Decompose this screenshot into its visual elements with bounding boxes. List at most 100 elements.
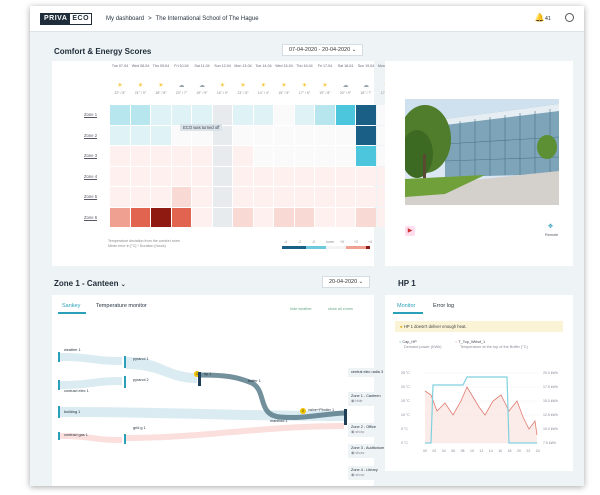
heatmap-cell[interactable] <box>253 125 273 145</box>
brand-logo[interactable]: PRIVA ECO <box>40 12 93 25</box>
heatmap-cell[interactable] <box>192 166 212 186</box>
heatmap-cell[interactable] <box>110 166 130 186</box>
heatmap-cell[interactable] <box>294 146 314 166</box>
heatmap-cell[interactable] <box>151 187 171 207</box>
heatmap-cell[interactable] <box>171 146 191 166</box>
heatmap-cell[interactable] <box>130 166 150 186</box>
breadcrumb-site[interactable]: The International School of The Hague <box>155 15 259 22</box>
heatmap-cell[interactable] <box>356 146 376 166</box>
destination-zone[interactable]: Zone 2 - Office ◉ show <box>348 423 392 437</box>
heatmap-cell[interactable] <box>151 125 171 145</box>
node-zone1[interactable] <box>344 409 347 425</box>
node-building[interactable] <box>58 406 60 418</box>
heatmap-cell[interactable] <box>233 166 253 186</box>
heatmap-cell[interactable] <box>356 105 376 125</box>
heatmap-cell[interactable] <box>130 146 150 166</box>
heatmap-cell[interactable] <box>130 105 150 125</box>
legend-cap-hp[interactable]: ○ Cap_HP Demand power (KWh) <box>399 340 442 350</box>
heatmap-cell[interactable] <box>192 187 212 207</box>
heatmap-cell[interactable] <box>110 125 130 145</box>
heatmap-cell[interactable] <box>110 187 130 207</box>
heatmap-cell[interactable] <box>212 146 232 166</box>
heatmap-cell[interactable] <box>274 166 294 186</box>
destination-toggle[interactable]: ◉ show <box>351 430 365 434</box>
destination-toggle[interactable]: ◉ hide <box>351 399 363 403</box>
heatmap-cell[interactable] <box>294 125 314 145</box>
heatmap-cell[interactable] <box>171 187 191 207</box>
heatmap-cell[interactable] <box>253 146 273 166</box>
heatmap-cell[interactable] <box>335 105 355 125</box>
heatmap-cell[interactable] <box>130 207 150 227</box>
heatmap-cell[interactable] <box>274 207 294 227</box>
heatmap-cell[interactable] <box>253 207 273 227</box>
heatmap-cell[interactable] <box>171 166 191 186</box>
heatmap-cell[interactable] <box>233 207 253 227</box>
node-contract-elec[interactable] <box>58 380 60 390</box>
heatmap-cell[interactable] <box>274 125 294 145</box>
destination-zone[interactable]: central elec radia 3 <box>348 368 392 377</box>
zone-row-label[interactable]: Zone 3 <box>84 153 98 158</box>
tab-monitor[interactable]: Monitor <box>397 303 416 309</box>
heatmap-cell[interactable] <box>130 187 150 207</box>
node-contract-gas[interactable] <box>58 432 60 440</box>
heatmap-cell[interactable] <box>233 105 253 125</box>
heatmap-cell[interactable] <box>233 187 253 207</box>
heatmap-cell[interactable] <box>110 105 130 125</box>
heatmap-cell[interactable] <box>110 207 130 227</box>
tab-sankey[interactable]: Sankey <box>62 303 81 309</box>
heatmap-cell[interactable] <box>274 146 294 166</box>
node-hp[interactable] <box>198 372 201 386</box>
heatmap-cell[interactable] <box>171 207 191 227</box>
heatmap-cell[interactable] <box>294 207 314 227</box>
comfort-date-select[interactable]: 07-04-2020 - 20-04-2020 ⌄ <box>282 44 364 56</box>
heatmap-cell[interactable] <box>233 125 253 145</box>
remote-button[interactable]: ✥ <box>548 223 553 230</box>
heatmap-cell[interactable] <box>151 166 171 186</box>
camera-play-button[interactable]: ▶ <box>405 226 415 236</box>
heatmap-cell[interactable] <box>151 146 171 166</box>
heatmap-cell[interactable] <box>192 207 212 227</box>
heatmap-cell[interactable] <box>253 166 273 186</box>
heatmap-cell[interactable] <box>356 166 376 186</box>
heatmap-cell[interactable] <box>335 207 355 227</box>
heatmap-cell[interactable] <box>274 105 294 125</box>
heatmap-cell[interactable] <box>335 187 355 207</box>
heatmap-cell[interactable] <box>315 125 335 145</box>
show-all-zones-link[interactable]: show all zones <box>328 307 353 311</box>
heatmap-cell[interactable] <box>192 105 212 125</box>
heatmap-cell[interactable] <box>212 166 232 186</box>
node-weather[interactable] <box>58 352 60 362</box>
node-pyranol-2[interactable] <box>124 376 126 388</box>
destination-toggle[interactable]: ◉ show <box>351 451 365 455</box>
heatmap-cell[interactable] <box>335 146 355 166</box>
marker-2[interactable]: 2 <box>300 408 306 414</box>
zone-row-label[interactable]: Zone 2 <box>84 132 98 138</box>
destination-zone[interactable]: Zone 4 - Library ◉ show <box>348 466 392 480</box>
heatmap-cell[interactable] <box>274 187 294 207</box>
destination-zone[interactable]: Zone 1 - Canteen ◉ hide <box>348 392 392 406</box>
heatmap-cell[interactable] <box>356 125 376 145</box>
heatmap-cell[interactable] <box>315 187 335 207</box>
heatmap-cell[interactable] <box>315 207 335 227</box>
zone-row-label[interactable]: Zone 6 <box>84 214 98 220</box>
heatmap-cell[interactable] <box>151 105 171 125</box>
destination-toggle[interactable]: ◉ show <box>351 473 365 477</box>
zone-row-label[interactable]: Zone 1 <box>84 112 98 117</box>
heatmap-cell[interactable] <box>294 187 314 207</box>
zone-row-label[interactable]: Zone 5 <box>84 194 98 199</box>
heatmap-cell[interactable] <box>356 207 376 227</box>
heatmap-cell[interactable] <box>315 146 335 166</box>
heatmap-cell[interactable] <box>356 187 376 207</box>
destination-zone[interactable]: Zone 3 - Auditorium ◉ show <box>348 444 392 458</box>
heatmap-cell[interactable] <box>212 105 232 125</box>
heatmap-cell[interactable] <box>294 105 314 125</box>
heatmap-cell[interactable] <box>335 125 355 145</box>
breadcrumb-home[interactable]: My dashboard <box>106 15 145 22</box>
tab-temperature-monitor[interactable]: Temperature monitor <box>96 303 147 309</box>
notifications-button[interactable]: 🔔41 <box>535 13 551 22</box>
heatmap-cell[interactable] <box>151 207 171 227</box>
tab-error-log[interactable]: Error log <box>433 303 455 309</box>
node-grid[interactable] <box>124 434 126 444</box>
heatmap-cell[interactable] <box>130 125 150 145</box>
heatmap-cell[interactable] <box>212 207 232 227</box>
